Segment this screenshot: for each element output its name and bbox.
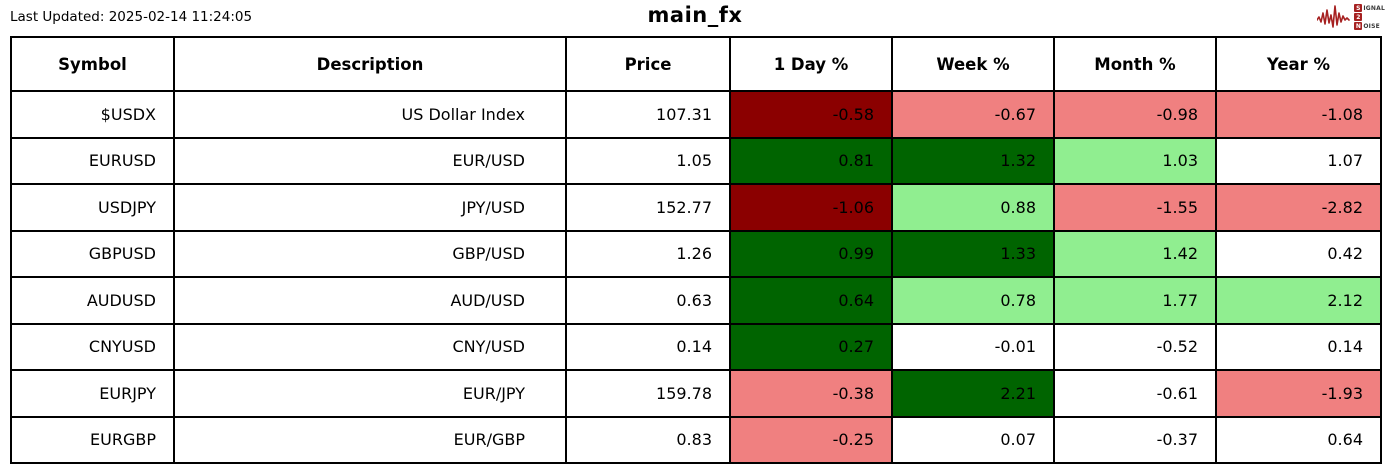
description-cell: EUR/USD xyxy=(173,136,567,185)
price-cell: 0.63 xyxy=(565,276,731,325)
year-pct-cell: -1.08 xyxy=(1215,90,1382,139)
week-pct-cell: 0.78 xyxy=(891,276,1055,325)
day-pct-cell: 0.99 xyxy=(729,229,893,278)
logo-line-2: 2 xyxy=(1354,13,1385,21)
col-header-description: Description xyxy=(173,36,567,92)
symbol-cell: GBPUSD xyxy=(10,229,175,278)
day-pct-cell: 0.64 xyxy=(729,276,893,325)
table-row: USDJPY JPY/USD 152.77 -1.06 0.88 -1.55 -… xyxy=(10,183,1382,232)
price-cell: 159.78 xyxy=(565,369,731,418)
table-row: EURUSD EUR/USD 1.05 0.81 1.32 1.03 1.07 xyxy=(10,136,1382,185)
logo-line-noise: N OISE xyxy=(1354,22,1385,30)
price-cell: 107.31 xyxy=(565,90,731,139)
symbol-cell: AUDUSD xyxy=(10,276,175,325)
col-header-month: Month % xyxy=(1053,36,1217,92)
logo-letter-s: S xyxy=(1354,4,1363,12)
symbol-cell: USDJPY xyxy=(10,183,175,232)
col-header-price: Price xyxy=(565,36,731,92)
month-pct-cell: 1.77 xyxy=(1053,276,1217,325)
week-pct-cell: 1.32 xyxy=(891,136,1055,185)
col-header-year: Year % xyxy=(1215,36,1382,92)
table-row: EURGBP EUR/GBP 0.83 -0.25 0.07 -0.37 0.6… xyxy=(10,415,1382,464)
table-row: EURJPY EUR/JPY 159.78 -0.38 2.21 -0.61 -… xyxy=(10,369,1382,418)
table-row: CNYUSD CNY/USD 0.14 0.27 -0.01 -0.52 0.1… xyxy=(10,322,1382,371)
week-pct-cell: -0.67 xyxy=(891,90,1055,139)
week-pct-cell: 2.21 xyxy=(891,369,1055,418)
day-pct-cell: -0.25 xyxy=(729,415,893,464)
logo-letter-2: 2 xyxy=(1354,13,1363,21)
logo-line-signal: S IGNAL xyxy=(1354,4,1385,12)
col-header-symbol: Symbol xyxy=(10,36,175,92)
logo-rest-ignal: IGNAL xyxy=(1363,4,1385,12)
year-pct-cell: -1.93 xyxy=(1215,369,1382,418)
description-cell: GBP/USD xyxy=(173,229,567,278)
description-cell: EUR/JPY xyxy=(173,369,567,418)
description-cell: AUD/USD xyxy=(173,276,567,325)
description-cell: CNY/USD xyxy=(173,322,567,371)
day-pct-cell: 0.27 xyxy=(729,322,893,371)
price-cell: 1.26 xyxy=(565,229,731,278)
month-pct-cell: -0.52 xyxy=(1053,322,1217,371)
logo-rest-oise: OISE xyxy=(1363,22,1380,30)
week-pct-cell: 1.33 xyxy=(891,229,1055,278)
price-cell: 152.77 xyxy=(565,183,731,232)
description-cell: EUR/GBP xyxy=(173,415,567,464)
month-pct-cell: -0.98 xyxy=(1053,90,1217,139)
header-row: Symbol Description Price 1 Day % Week % … xyxy=(10,36,1382,92)
logo-letter-n: N xyxy=(1354,22,1363,30)
price-cell: 0.83 xyxy=(565,415,731,464)
month-pct-cell: -0.61 xyxy=(1053,369,1217,418)
symbol-cell: EURUSD xyxy=(10,136,175,185)
table-row: AUDUSD AUD/USD 0.63 0.64 0.78 1.77 2.12 xyxy=(10,276,1382,325)
year-pct-cell: 0.14 xyxy=(1215,322,1382,371)
logo-text: S IGNAL 2 N OISE xyxy=(1354,4,1385,30)
page-title: main_fx xyxy=(647,3,743,27)
table-row: $USDX US Dollar Index 107.31 -0.58 -0.67… xyxy=(10,90,1382,139)
day-pct-cell: -1.06 xyxy=(729,183,893,232)
waveform-icon xyxy=(1317,5,1351,28)
week-pct-cell: 0.07 xyxy=(891,415,1055,464)
year-pct-cell: 0.42 xyxy=(1215,229,1382,278)
year-pct-cell: 2.12 xyxy=(1215,276,1382,325)
price-cell: 0.14 xyxy=(565,322,731,371)
month-pct-cell: 1.03 xyxy=(1053,136,1217,185)
day-pct-cell: 0.81 xyxy=(729,136,893,185)
col-header-1day: 1 Day % xyxy=(729,36,893,92)
price-cell: 1.05 xyxy=(565,136,731,185)
symbol-cell: $USDX xyxy=(10,90,175,139)
description-cell: JPY/USD xyxy=(173,183,567,232)
col-header-week: Week % xyxy=(891,36,1055,92)
week-pct-cell: -0.01 xyxy=(891,322,1055,371)
description-cell: US Dollar Index xyxy=(173,90,567,139)
month-pct-cell: 1.42 xyxy=(1053,229,1217,278)
year-pct-cell: 0.64 xyxy=(1215,415,1382,464)
symbol-cell: CNYUSD xyxy=(10,322,175,371)
symbol-cell: EURJPY xyxy=(10,369,175,418)
year-pct-cell: 1.07 xyxy=(1215,136,1382,185)
signal2noise-logo: S IGNAL 2 N OISE xyxy=(1317,3,1385,31)
day-pct-cell: -0.58 xyxy=(729,90,893,139)
fx-table: Symbol Description Price 1 Day % Week % … xyxy=(10,36,1382,464)
month-pct-cell: -1.55 xyxy=(1053,183,1217,232)
year-pct-cell: -2.82 xyxy=(1215,183,1382,232)
month-pct-cell: -0.37 xyxy=(1053,415,1217,464)
week-pct-cell: 0.88 xyxy=(891,183,1055,232)
table-row: GBPUSD GBP/USD 1.26 0.99 1.33 1.42 0.42 xyxy=(10,229,1382,278)
day-pct-cell: -0.38 xyxy=(729,369,893,418)
last-updated-timestamp: Last Updated: 2025-02-14 11:24:05 xyxy=(10,9,253,25)
symbol-cell: EURGBP xyxy=(10,415,175,464)
